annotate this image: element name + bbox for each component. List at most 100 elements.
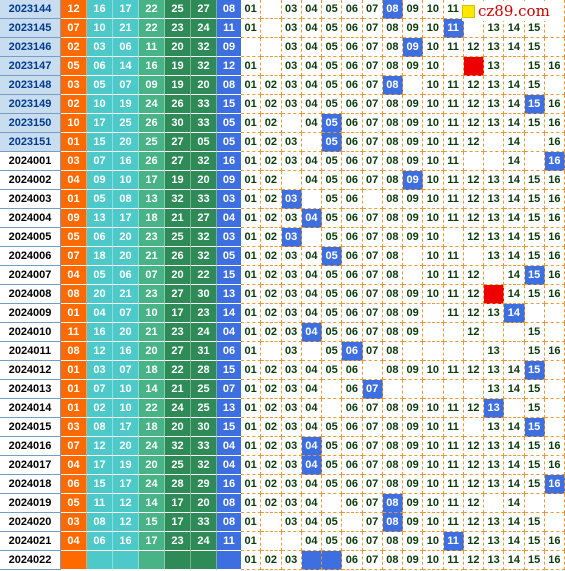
red-ball: 05 — [191, 133, 217, 152]
trend-number: 13 — [484, 361, 505, 380]
trend-number: 15 — [524, 399, 545, 418]
red-ball — [139, 551, 165, 570]
trend-number: 02 — [261, 76, 282, 95]
trend-number: 11 — [443, 190, 464, 209]
empty-cell — [544, 513, 565, 532]
trend-number: 06 — [342, 247, 363, 266]
trend-number: 16 — [544, 532, 565, 551]
trend-number: 07 — [362, 0, 383, 19]
red-ball: 14 — [139, 380, 165, 399]
hit-cell: 05 — [322, 133, 343, 152]
red-ball: 06 — [113, 266, 139, 285]
trend-number: 08 — [382, 304, 403, 323]
red-ball: 19 — [165, 171, 191, 190]
red-ball: 11 — [61, 323, 87, 342]
red-ball: 10 — [113, 399, 139, 418]
red-ball: 23 — [191, 304, 217, 323]
trend-number: 16 — [544, 209, 565, 228]
trend-number: 06 — [342, 228, 363, 247]
red-ball: 26 — [165, 247, 191, 266]
hit-cell: 15 — [524, 266, 545, 285]
trend-number: 10 — [423, 513, 444, 532]
red-ball: 20 — [191, 171, 217, 190]
trend-number: 15 — [524, 437, 545, 456]
red-ball: 08 — [61, 285, 87, 304]
trend-number: 16 — [544, 57, 565, 76]
trend-number: 14 — [504, 437, 525, 456]
issue-number: 2024021 — [0, 532, 61, 551]
trend-number: 15 — [524, 114, 545, 133]
trend-number: 06 — [342, 133, 363, 152]
issue-number: 2024007 — [0, 266, 61, 285]
trend-number: 11 — [443, 494, 464, 513]
empty-cell — [484, 152, 505, 171]
trend-number: 05 — [322, 285, 343, 304]
trend-number: 12 — [463, 95, 484, 114]
issue-number: 2024018 — [0, 475, 61, 494]
trend-number: 14 — [504, 95, 525, 114]
trend-number: 08 — [382, 323, 403, 342]
trend-number: 01 — [241, 475, 262, 494]
red-ball — [61, 551, 87, 570]
logo-text: cz89.com — [478, 2, 550, 20]
trend-number: 16 — [544, 437, 565, 456]
red-ball: 20 — [87, 285, 113, 304]
trend-number: 08 — [382, 437, 403, 456]
highlight-cell — [484, 285, 505, 304]
trend-number: 14 — [504, 418, 525, 437]
trend-number: 09 — [403, 456, 424, 475]
red-ball: 25 — [113, 114, 139, 133]
trend-number: 01 — [241, 437, 262, 456]
empty-cell — [301, 190, 322, 209]
trend-number: 11 — [443, 38, 464, 57]
blue-ball: 08 — [217, 494, 241, 513]
trend-number: 14 — [504, 133, 525, 152]
red-ball: 04 — [61, 171, 87, 190]
trend-number: 03 — [281, 266, 302, 285]
trend-number: 02 — [261, 95, 282, 114]
trend-number: 06 — [342, 57, 363, 76]
trend-number: 04 — [301, 247, 322, 266]
trend-number: 11 — [443, 152, 464, 171]
empty-cell — [524, 133, 545, 152]
trend-number: 08 — [382, 418, 403, 437]
trend-number: 05 — [322, 342, 343, 361]
blue-ball: 04 — [217, 323, 241, 342]
trend-number: 08 — [382, 171, 403, 190]
red-ball — [191, 551, 217, 570]
blue-ball: 07 — [217, 380, 241, 399]
trend-number: 06 — [342, 418, 363, 437]
trend-number: 15 — [524, 228, 545, 247]
red-ball: 16 — [113, 152, 139, 171]
trend-number: 14 — [504, 228, 525, 247]
hit-cell: 04 — [301, 323, 322, 342]
red-ball: 07 — [61, 247, 87, 266]
red-ball: 17 — [165, 494, 191, 513]
red-ball: 08 — [87, 513, 113, 532]
red-ball: 19 — [165, 76, 191, 95]
trend-number: 01 — [241, 361, 262, 380]
trend-number: 09 — [403, 399, 424, 418]
trend-number: 06 — [342, 380, 363, 399]
hit-cell: 15 — [524, 95, 545, 114]
empty-cell — [504, 399, 525, 418]
trend-number: 06 — [342, 19, 363, 38]
trend-number: 09 — [403, 323, 424, 342]
trend-number: 09 — [403, 285, 424, 304]
trend-number: 05 — [322, 95, 343, 114]
hit-cell — [322, 551, 343, 570]
trend-number: 08 — [382, 38, 403, 57]
empty-cell — [281, 114, 302, 133]
trend-number: 01 — [241, 133, 262, 152]
trend-number: 01 — [241, 76, 262, 95]
red-ball: 28 — [165, 475, 191, 494]
issue-number: 2023151 — [0, 133, 61, 152]
issue-number: 2024019 — [0, 494, 61, 513]
blue-ball: 13 — [217, 399, 241, 418]
trend-number: 03 — [281, 57, 302, 76]
trend-number: 11 — [443, 285, 464, 304]
trend-number: 06 — [342, 76, 363, 95]
hit-cell: 06 — [342, 342, 363, 361]
trend-number: 05 — [322, 361, 343, 380]
trend-number: 01 — [241, 399, 262, 418]
